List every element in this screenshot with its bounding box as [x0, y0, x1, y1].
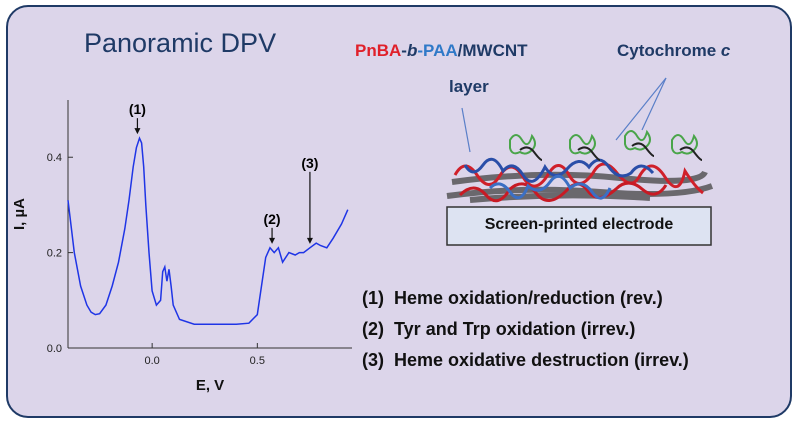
polymer-chains [453, 157, 704, 203]
layer-pointer [461, 107, 471, 153]
slash-mwcnt: /MWCNT [457, 41, 528, 60]
protein-title: Cytochrome c [617, 41, 730, 61]
polymer-a: PnBA [355, 41, 402, 60]
cytochrome-molecules [509, 129, 703, 161]
annotation-arrowhead [134, 128, 141, 135]
y-tick-label: 0.4 [47, 152, 62, 164]
process-num: (3) [362, 350, 384, 370]
protein-pointer-2 [615, 77, 667, 141]
electrode-box [446, 206, 712, 246]
polymer-b: PAA [423, 41, 458, 60]
annotation-arrowhead [269, 237, 276, 244]
x-tick-label: 0.5 [250, 355, 265, 367]
y-tick-label: 0.0 [47, 343, 62, 355]
annotation-label: (2) [263, 211, 280, 227]
dash-2: - [417, 41, 424, 60]
annotation-arrowhead [306, 237, 313, 244]
protein-pointer [641, 77, 667, 131]
plot-frame [67, 100, 352, 349]
x-axis-label: E, V [196, 377, 224, 394]
b-italic: b [406, 41, 418, 60]
y-axis-label: I, µA [11, 198, 28, 230]
series-line [67, 136, 349, 325]
panel-title: Panoramic DPV [84, 28, 277, 58]
process-text: Heme oxidation/reduction (rev.) [394, 288, 663, 308]
annotation-label: (1) [129, 101, 146, 117]
annotation-label: (3) [301, 155, 318, 171]
dash-1: - [401, 41, 407, 60]
protein-name: Cytochrome [617, 41, 717, 60]
process-num: (1) [362, 288, 384, 308]
layer-title: PnBA-b-PAA/MWCNT [355, 41, 528, 61]
process-item-1: (1) Heme oxidation/reduction (rev.) [362, 283, 689, 314]
x-tick-label: 0.0 [144, 355, 159, 367]
y-tick-label: 0.2 [47, 248, 62, 260]
process-item-2: (2) Tyr and Trp oxidation (irrev.) [362, 314, 689, 345]
process-item-3: (3) Heme oxidative destruction (irrev.) [362, 345, 689, 376]
electrode-label: Screen-printed electrode [484, 216, 674, 233]
process-num: (2) [362, 319, 384, 339]
protein-c: c [720, 41, 731, 60]
process-list: (1) Heme oxidation/reduction (rev.) (2) … [362, 283, 689, 376]
process-text: Heme oxidative destruction (irrev.) [394, 350, 689, 370]
process-text: Tyr and Trp oxidation (irrev.) [394, 319, 636, 339]
layer-word: layer [449, 77, 489, 96]
